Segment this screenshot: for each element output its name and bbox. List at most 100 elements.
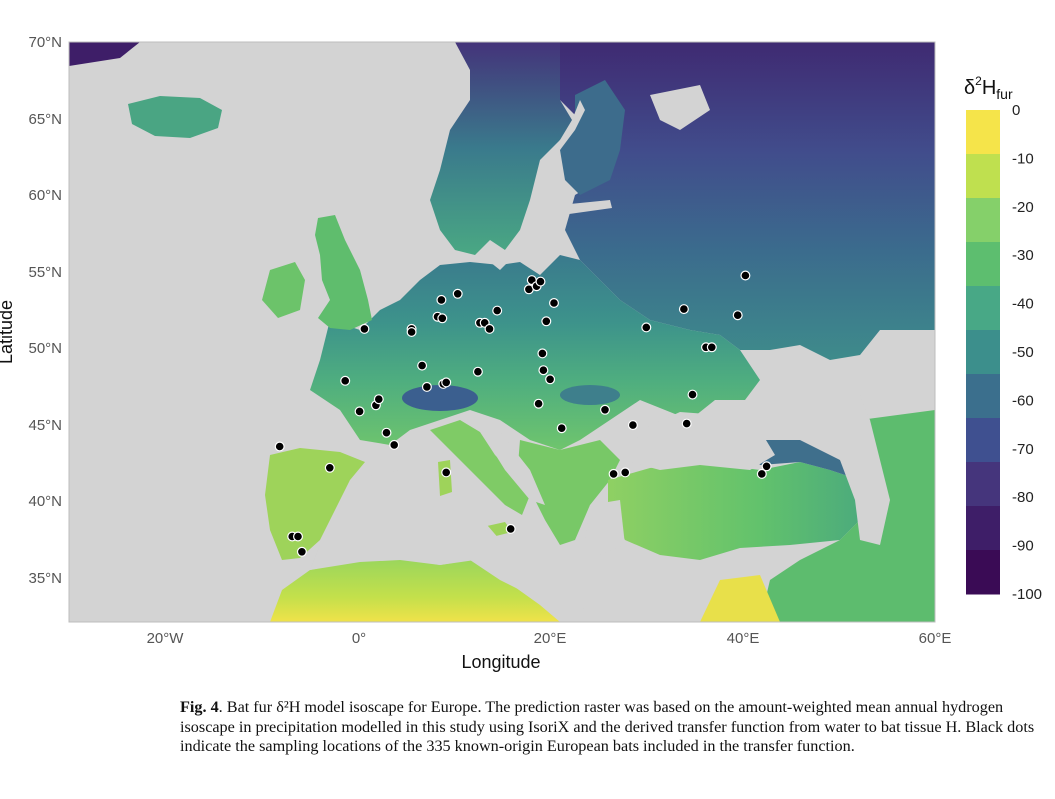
- sampling-point-6: [381, 427, 392, 438]
- legend-tick-6: -60: [1012, 392, 1034, 409]
- lat-tick-60: 60°N: [28, 187, 62, 204]
- lon-tick-60e: 60°E: [919, 630, 952, 647]
- ireland-region: [262, 262, 305, 318]
- aegean-sea: [585, 500, 625, 555]
- latitude-tick-labels: 70°N 65°N 60°N 55°N 50°N 45°N 40°N 35°N: [28, 34, 62, 587]
- legend-bin-8: [966, 418, 1000, 463]
- legend-tick-9: -90: [1012, 538, 1034, 555]
- sampling-point-35: [537, 348, 548, 359]
- legend-tick-labels: 0 -10 -20 -30 -40 -50 -60 -70 -80 -90 -100: [1012, 102, 1042, 603]
- isoscape-map-figure: 70°N 65°N 60°N 55°N 50°N 45°N 40°N 35°N …: [0, 34, 1042, 672]
- sampling-point-23: [441, 467, 452, 478]
- sampling-point-8: [274, 441, 285, 452]
- lat-tick-40: 40°N: [28, 493, 62, 510]
- lat-tick-70: 70°N: [28, 34, 62, 51]
- sampling-point-16: [437, 313, 448, 324]
- egypt-region: [700, 575, 780, 622]
- sampling-point-42: [627, 420, 638, 431]
- sampling-point-22: [441, 377, 452, 388]
- sampling-point-11: [293, 531, 304, 542]
- sampling-point-19: [417, 360, 428, 371]
- sampling-point-34: [541, 316, 552, 327]
- legend-title-h: H: [982, 77, 996, 99]
- legend-bin-7: [966, 374, 1000, 419]
- sampling-point-32: [535, 276, 546, 287]
- sampling-point-37: [545, 374, 556, 385]
- legend-title-delta: δ: [964, 77, 975, 99]
- legend-bin-1: [966, 110, 1000, 155]
- sampling-point-9: [324, 462, 335, 473]
- sampling-point-1: [359, 323, 370, 334]
- italy-region: [430, 420, 530, 515]
- sampling-point-46: [678, 304, 689, 315]
- caption-label: Fig. 4: [180, 698, 219, 716]
- sampling-point-18: [452, 288, 463, 299]
- arctic-corner-region: [69, 42, 140, 66]
- sampling-point-36: [538, 365, 549, 376]
- color-legend: δ2Hfur 0 -10 -20 -30 -40 -50 -60 -70 -80 -90 -100: [964, 74, 1042, 603]
- alps-region: [402, 385, 478, 411]
- sampling-point-49: [687, 389, 698, 400]
- sampling-point-43: [608, 468, 619, 479]
- sampling-point-5: [373, 394, 384, 405]
- x-axis-title: Longitude: [461, 652, 540, 672]
- mediterranean-sea: [310, 470, 720, 610]
- figure-caption: Fig. 4. Bat fur δ²H model isoscape for E…: [180, 698, 1040, 757]
- legend-tick-8: -80: [1012, 489, 1034, 506]
- black-sea: [630, 412, 775, 470]
- legend-bin-3: [966, 198, 1000, 243]
- middle-east-region: [760, 410, 935, 622]
- sampling-point-53: [756, 468, 767, 479]
- lon-tick-40e: 40°E: [727, 630, 760, 647]
- legend-bin-2: [966, 154, 1000, 199]
- sampling-point-26: [484, 323, 495, 334]
- sampling-point-17: [436, 294, 447, 305]
- lon-tick-20e: 20°E: [534, 630, 567, 647]
- lat-tick-65: 65°N: [28, 111, 62, 128]
- scandinavia-region: [430, 42, 575, 255]
- legend-tick-10: -100: [1012, 586, 1042, 603]
- sampling-point-41: [599, 404, 610, 415]
- sampling-point-48: [706, 342, 717, 353]
- turkey-region: [608, 462, 860, 560]
- legend-tick-1: -10: [1012, 150, 1034, 167]
- sampling-point-40: [505, 523, 516, 534]
- legend-bin-5: [966, 286, 1000, 331]
- sampling-point-50: [681, 418, 692, 429]
- white-sea: [650, 85, 710, 130]
- legend-bin-11: [966, 550, 1000, 595]
- russia-region: [560, 42, 935, 360]
- legend-bin-4: [966, 242, 1000, 287]
- lon-tick-0: 0°: [352, 630, 366, 647]
- sampling-point-14: [406, 327, 417, 338]
- sampling-point-44: [620, 467, 631, 478]
- great-britain-region: [315, 215, 372, 330]
- sampling-point-2: [340, 375, 351, 386]
- balkans-region: [518, 440, 620, 545]
- caption-text: . Bat fur δ²H model isoscape for Europe.…: [180, 698, 1035, 755]
- gulf-of-finland: [560, 200, 612, 215]
- legend-bin-10: [966, 506, 1000, 551]
- sampling-point-7: [389, 439, 400, 450]
- legend-tick-3: -30: [1012, 247, 1034, 264]
- lat-tick-45: 45°N: [28, 417, 62, 434]
- sampling-point-12: [296, 546, 307, 557]
- north-africa-region: [270, 560, 560, 622]
- sampling-point-28: [472, 366, 483, 377]
- sampling-point-54: [761, 461, 772, 472]
- legend-tick-2: -20: [1012, 199, 1034, 216]
- legend-tick-0: 0: [1012, 102, 1020, 119]
- sampling-point-38: [533, 398, 544, 409]
- lat-tick-35: 35°N: [28, 570, 62, 587]
- legend-tick-5: -50: [1012, 344, 1034, 361]
- sampling-point-51: [740, 270, 751, 281]
- finland-region: [560, 80, 625, 195]
- sampling-point-45: [641, 322, 652, 333]
- longitude-tick-labels: 20°W 0° 20°E 40°E 60°E: [147, 630, 952, 647]
- carpathians-region: [560, 385, 620, 405]
- caspian-sea: [820, 395, 890, 545]
- adriatic-sea: [480, 430, 545, 505]
- legend-tick-7: -70: [1012, 441, 1034, 458]
- lon-tick-20w: 20°W: [147, 630, 185, 647]
- sampling-point-20: [421, 381, 432, 392]
